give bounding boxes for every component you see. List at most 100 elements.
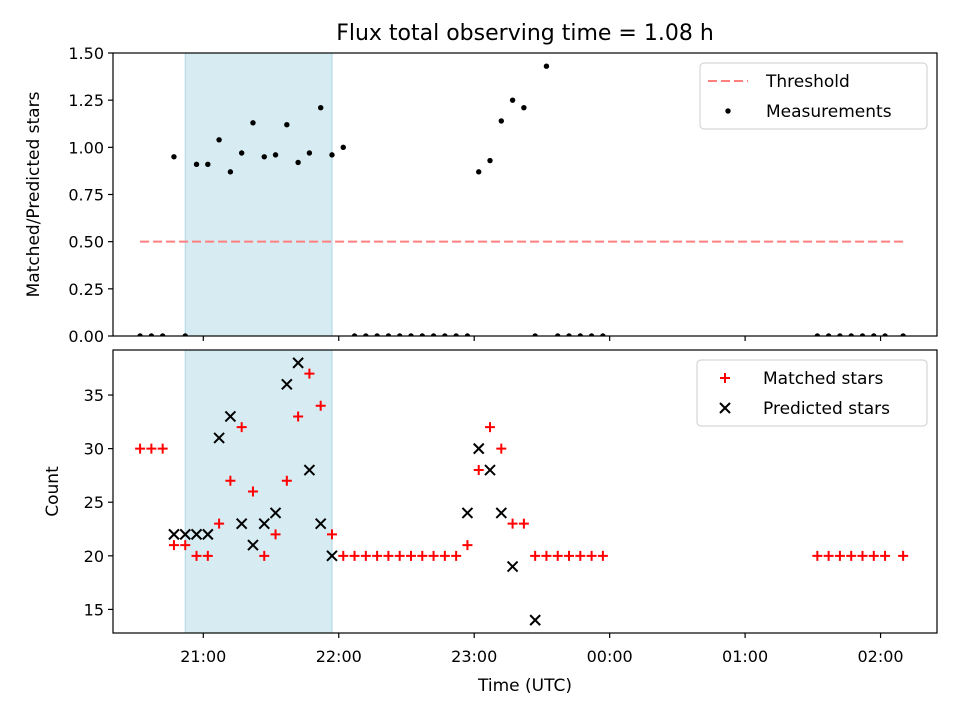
measurement-point (329, 152, 335, 158)
axes-frame (112, 349, 938, 634)
series-predicted-stars (168, 357, 541, 626)
y-tick-label: 25 (84, 493, 104, 512)
matched-point (834, 550, 845, 561)
matched-point (451, 550, 462, 561)
measurement-point (171, 154, 177, 160)
predicted-point (484, 464, 496, 476)
measurement-point (600, 333, 606, 336)
measurement-point (521, 105, 527, 111)
measurement-point (442, 333, 448, 336)
matched-point (898, 550, 909, 561)
matched-point (564, 550, 575, 561)
matched-point (372, 550, 383, 561)
matched-point (417, 550, 428, 561)
matched-point (214, 518, 225, 529)
matched-point (439, 550, 450, 561)
matched-point (405, 550, 416, 561)
predicted-point (281, 378, 293, 391)
legend: Threshold Measurements (699, 62, 928, 130)
measurement-point (317, 105, 324, 111)
y-tick-label: 15 (84, 600, 104, 619)
series-matched-stars (135, 368, 909, 561)
predicted-point (168, 528, 180, 541)
matched-point (202, 550, 213, 561)
measurement-point (476, 169, 482, 175)
matched-point (135, 443, 146, 454)
measurement-point (250, 120, 256, 126)
shaded-span (184, 53, 333, 336)
matched-point (315, 400, 326, 411)
matched-point (552, 550, 563, 561)
predicted-point (247, 539, 259, 551)
x-tick-label: 23:00 (451, 647, 497, 666)
x-tick-label: 01:00 (722, 647, 768, 666)
legend-label: Matched stars (763, 369, 883, 389)
chart-title: Flux total observing time = 1.08 h (336, 21, 714, 46)
x-tick-label: 02:00 (858, 647, 904, 666)
matched-point (383, 550, 394, 561)
legend-label: Predicted stars (763, 399, 890, 419)
matched-point (247, 486, 258, 497)
matched-point (575, 550, 586, 561)
measurement-point (205, 161, 211, 168)
y-tick-label: 0.50 (68, 233, 104, 252)
predicted-point (314, 517, 327, 530)
legend-symbol (720, 373, 730, 383)
measurement-point (814, 333, 821, 336)
matched-point (812, 550, 823, 561)
predicted-point (202, 528, 214, 541)
measurement-point (363, 333, 369, 336)
y-tick-label: 1.25 (68, 91, 104, 110)
predicted-point (179, 528, 191, 541)
shaded-span (184, 350, 333, 633)
measurement-point (419, 333, 425, 336)
predicted-point (473, 442, 485, 455)
matched-point (146, 443, 157, 454)
measurement-point (148, 333, 155, 336)
matched-point (846, 550, 857, 561)
measurement-point (182, 333, 188, 336)
measurement-point (408, 333, 414, 336)
predicted-point (190, 528, 203, 541)
y-tick-label: 1.00 (68, 138, 104, 157)
predicted-point (213, 432, 225, 444)
matched-point (270, 529, 281, 540)
measurement-point (227, 169, 234, 175)
measurement-point (487, 157, 493, 164)
y-tick-label: 20 (84, 547, 104, 566)
legend-label: Threshold (765, 72, 850, 92)
measurement-point (261, 154, 267, 160)
measurement-point (498, 118, 504, 124)
y-axis-label: Matched/Predicted stars (24, 91, 44, 297)
measurement-point (159, 333, 166, 336)
y-tick-label: 0.75 (68, 186, 104, 205)
measurement-point (543, 63, 550, 69)
matched-point (180, 540, 191, 551)
matched-point (473, 465, 484, 476)
matched-point (191, 550, 202, 561)
predicted-point (258, 517, 270, 530)
x-axis-label: Time (UTC) (477, 676, 572, 696)
matched-point (326, 529, 337, 540)
matched-point (541, 550, 552, 561)
measurement-point (137, 333, 143, 336)
matched-point (259, 550, 270, 561)
measurement-point (430, 333, 437, 336)
matched-point (586, 550, 597, 561)
measurement-point (340, 144, 346, 151)
predicted-point (529, 614, 541, 626)
measurement-point (859, 333, 866, 336)
measurement-point (464, 333, 471, 336)
measurement-point (351, 333, 358, 336)
matched-point (225, 475, 236, 486)
predicted-point (506, 560, 519, 573)
matched-point (168, 540, 179, 551)
matched-point (462, 540, 473, 551)
matched-point (880, 550, 891, 561)
legend-label: Measurements (766, 102, 892, 122)
measurement-point (566, 333, 572, 336)
matched-point (304, 368, 315, 379)
measurement-point (555, 333, 561, 336)
y-tick-label: 0.00 (68, 327, 104, 346)
